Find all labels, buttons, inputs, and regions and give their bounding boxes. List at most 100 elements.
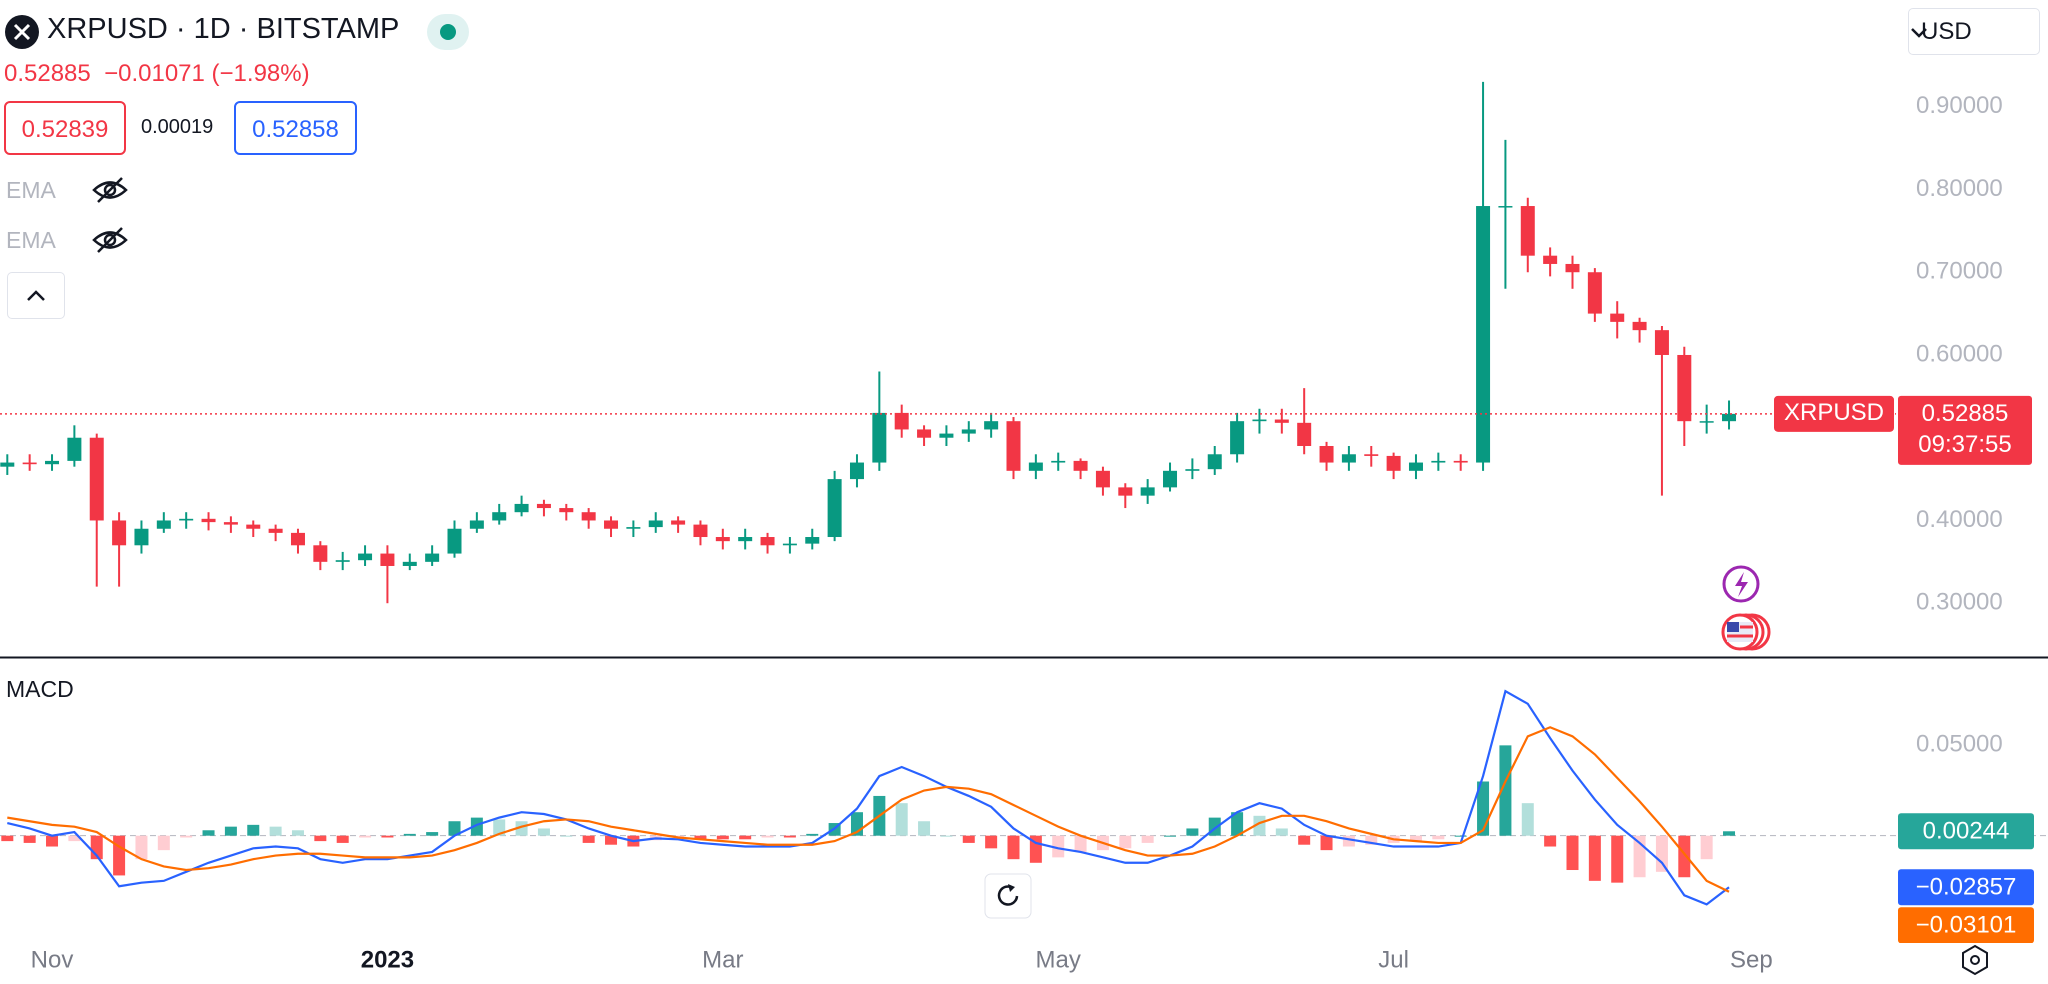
histogram-bar: [23, 835, 36, 843]
candle-body: [917, 429, 932, 438]
indicator-label[interactable]: EMA: [6, 177, 56, 203]
candle-body: [1677, 354, 1692, 422]
hide-icon[interactable]: [90, 175, 130, 205]
histogram-bar: [560, 835, 573, 837]
eye: [92, 177, 128, 203]
histogram-bar: [1119, 835, 1132, 849]
reset-button[interactable]: [984, 873, 1032, 919]
histogram-bar: [1275, 828, 1288, 836]
x-tick-label: Nov: [31, 946, 74, 973]
histogram-bar: [180, 835, 193, 838]
symbol-title[interactable]: XRPUSD · 1D · BITSTAMP: [47, 13, 400, 45]
x-tick-label: Mar: [702, 946, 743, 973]
x-tick-label: 2023: [361, 946, 414, 973]
candle-body: [1654, 330, 1669, 355]
buy-button[interactable]: 0.52858: [234, 101, 357, 155]
candle-body: [223, 522, 238, 525]
candle-body: [22, 462, 37, 465]
histogram-bar: [1141, 835, 1154, 843]
histogram-bar: [1409, 835, 1422, 842]
price-axis: 0.90000 0.80000 0.70000 0.60000 0.40000 0.300…: [1916, 92, 2003, 758]
histogram-bar: [1164, 835, 1177, 837]
collapse-button[interactable]: [7, 272, 65, 319]
histogram-bar: [1454, 835, 1467, 837]
reset-bg[interactable]: [984, 873, 1032, 919]
symbol-tag-bg: [1774, 395, 1894, 432]
time-axis: Nov 2023 Mar May Jul Sep: [31, 946, 1773, 973]
histogram-bar: [1186, 828, 1199, 836]
market-status[interactable]: [427, 14, 469, 50]
candle-body: [1632, 321, 1647, 331]
histogram-bar: [493, 819, 506, 836]
candle-body: [1341, 454, 1356, 463]
candle-body: [402, 561, 417, 566]
candle-body: [984, 421, 999, 430]
hide-icon[interactable]: [90, 225, 130, 255]
candle-body: [604, 520, 619, 529]
histogram-bar: [783, 835, 796, 838]
histogram-bar: [694, 835, 707, 840]
candle-body: [1386, 455, 1401, 471]
histogram-bar: [135, 835, 148, 860]
y-tick-label: 0.70000: [1916, 258, 2003, 285]
histogram-bar: [291, 830, 304, 836]
price-line: 0.52885 −0.01071 (−1.98%): [4, 60, 310, 88]
histogram-bar: [247, 824, 260, 836]
histogram-bar: [68, 835, 81, 842]
candle-body: [760, 537, 775, 546]
histogram-bar: [113, 835, 126, 876]
value-tag: 0.00244: [1923, 818, 2010, 845]
histogram-bar: [985, 835, 998, 849]
candle-body: [89, 437, 104, 521]
histogram-bar: [1588, 835, 1601, 881]
histogram-bar: [1566, 835, 1579, 871]
value-tag: −0.03101: [1916, 912, 2017, 939]
candle-body: [849, 462, 864, 480]
candle-body: [425, 553, 440, 562]
pupil: [103, 183, 117, 197]
y-tick-label: 0.40000: [1916, 506, 2003, 533]
currency-select[interactable]: USD: [1908, 8, 2040, 55]
candle-body: [1453, 460, 1468, 463]
candle-body: [671, 520, 686, 525]
candle-body: [1118, 487, 1133, 496]
symbol-logo: [5, 15, 39, 49]
candle-body: [1140, 487, 1155, 496]
value-tag-bg: [1898, 869, 2034, 906]
y-tick-label: 0.80000: [1916, 175, 2003, 202]
candle-body: [313, 545, 328, 562]
histogram-bar: [46, 835, 59, 847]
histogram-bar: [1365, 835, 1378, 845]
settings-icon[interactable]: [1962, 944, 1988, 976]
candle-body: [447, 528, 462, 554]
histogram-bar: [739, 835, 752, 840]
histogram-bar: [1342, 835, 1355, 847]
histogram-bar: [1, 835, 14, 842]
candle-body: [894, 412, 909, 430]
candle-body: [1274, 419, 1289, 423]
symbol-tag: XRPUSD: [1784, 399, 1884, 426]
settings-button[interactable]: [1962, 944, 1988, 976]
candle-body: [805, 537, 820, 544]
macd-line: [7, 726, 1730, 893]
price-tag: 0.52885: [1922, 400, 2009, 427]
histogram-bar: [1074, 835, 1087, 852]
histogram-bar: [1499, 745, 1512, 836]
candle-body: [67, 437, 82, 461]
histogram-bar: [1029, 835, 1042, 863]
histogram-bar: [1655, 835, 1668, 872]
candle-body: [1163, 470, 1178, 488]
candle-body: [1431, 460, 1446, 463]
candle-body: [1207, 454, 1222, 470]
reset-icon: [997, 885, 1019, 906]
histogram-bar: [470, 817, 483, 836]
candle-body: [782, 543, 797, 546]
candle-body: [1722, 413, 1737, 422]
sell-button[interactable]: 0.52839: [4, 101, 126, 155]
indicator-label[interactable]: EMA: [6, 227, 56, 253]
candle-body: [1252, 419, 1267, 422]
candle-body: [469, 520, 484, 529]
candle-body: [827, 479, 842, 538]
macd-pane: 0.00244 −0.02857 −0.03101: [0, 689, 2048, 943]
